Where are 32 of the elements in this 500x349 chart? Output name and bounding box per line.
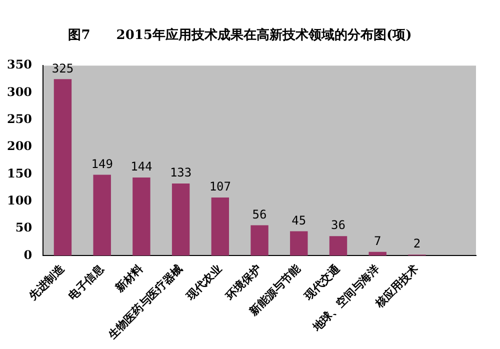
y-tick-label: 0 — [24, 248, 32, 262]
bar — [132, 177, 150, 256]
data-label: 45 — [292, 213, 306, 228]
y-tick-label: 350 — [6, 58, 32, 72]
y-tick-label: 50 — [15, 220, 32, 235]
data-label: 325 — [52, 61, 74, 76]
x-tick-label: 电子信息 — [66, 262, 107, 303]
x-tick-label: 现代农业 — [183, 262, 224, 304]
bar — [329, 236, 348, 256]
x-tick-label: 先进制造 — [26, 262, 68, 304]
data-label: 7 — [374, 234, 382, 248]
y-tick-label: 200 — [6, 139, 32, 154]
bar — [93, 174, 111, 256]
bar — [290, 231, 308, 256]
y-tick-label: 300 — [6, 84, 32, 99]
data-label: 133 — [170, 166, 192, 180]
bar — [368, 252, 386, 256]
data-label: 2 — [413, 236, 421, 251]
x-tick-label: 新材料 — [112, 262, 146, 296]
data-label: 107 — [209, 180, 232, 194]
y-tick-label: 250 — [6, 112, 32, 126]
y-tick-label: 100 — [6, 193, 32, 208]
data-label: 56 — [252, 207, 267, 222]
chart-title: 图7 2015年应用技术成果在高新技术领域的分布图(项) — [68, 27, 412, 44]
bar — [211, 198, 230, 256]
bar — [172, 183, 190, 256]
bar — [54, 79, 72, 256]
data-label: 149 — [91, 156, 113, 171]
data-label: 36 — [331, 218, 346, 232]
bar — [250, 225, 268, 256]
y-tick-label: 150 — [6, 166, 32, 180]
data-label: 144 — [130, 160, 152, 174]
